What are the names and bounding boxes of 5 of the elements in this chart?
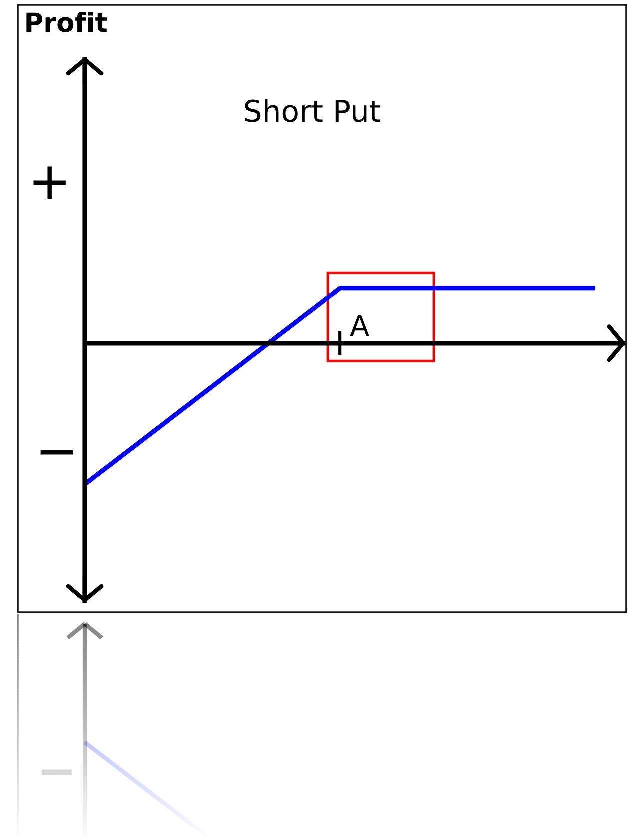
chart-title: Short Put — [245, 99, 380, 122]
annotation: A — [350, 315, 370, 336]
text: Profit — [26, 12, 108, 32]
text: − — [40, 450, 73, 455]
text: + — [34, 166, 66, 199]
